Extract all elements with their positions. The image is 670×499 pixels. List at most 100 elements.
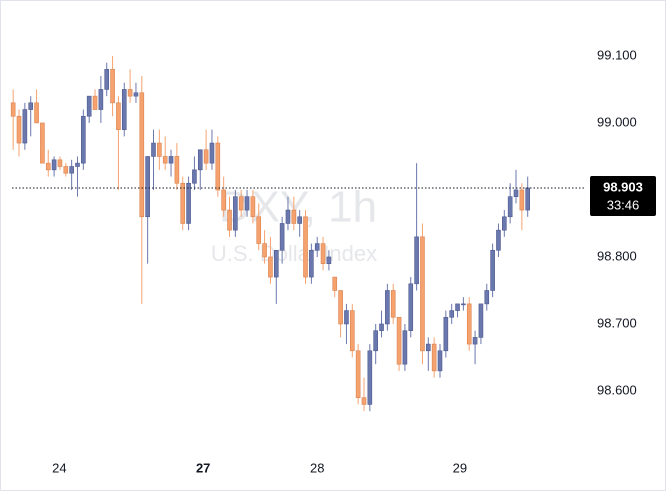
candle-body [455, 303, 460, 311]
candle-body [22, 109, 28, 144]
y-tick-label: 98.800 [597, 248, 637, 263]
candle-body [390, 290, 396, 318]
candle-body [332, 276, 338, 291]
candle-body [197, 149, 203, 171]
candle-body [291, 209, 297, 224]
candle-body [238, 196, 244, 211]
candle-body [484, 290, 490, 305]
candle-body [81, 115, 86, 164]
candle-body [157, 142, 162, 157]
candle-body [490, 249, 495, 291]
candle-body [513, 189, 519, 197]
candle-body [121, 89, 127, 130]
candle-body [86, 95, 92, 117]
candle-body [268, 256, 273, 278]
candle-body [297, 216, 302, 224]
candle-body [40, 122, 45, 164]
candle-body [420, 236, 425, 352]
candle-body [57, 159, 63, 167]
candle-body [75, 162, 80, 167]
candle-body [449, 310, 454, 318]
candle-body [402, 330, 408, 365]
candle-body [192, 169, 197, 184]
candle-body [472, 337, 478, 345]
candle-body [262, 243, 267, 258]
x-tick-label: 27 [196, 460, 210, 475]
candle-body [396, 316, 402, 365]
candle-body [10, 102, 16, 117]
candle-body [203, 149, 209, 164]
watermark-subtitle: U.S. Dollar Index [211, 241, 377, 266]
candle-body [361, 397, 367, 405]
candle-body [507, 196, 513, 218]
y-tick-label: 98.600 [597, 382, 637, 397]
candle-body [116, 102, 121, 130]
candle-body [285, 209, 291, 224]
candle-body [151, 142, 156, 157]
candle-body [426, 343, 431, 352]
candle-body [227, 209, 232, 231]
candle-body [385, 290, 390, 325]
candle-body [215, 142, 221, 191]
candle-body [209, 142, 215, 164]
candle-body [338, 290, 343, 325]
candle-body [314, 243, 320, 251]
candle-body [309, 249, 314, 278]
candle-body [250, 196, 256, 218]
price-badge [590, 175, 656, 216]
candle-body [244, 196, 250, 211]
candle-body [502, 216, 507, 231]
candle-body [221, 189, 226, 211]
candle-body [408, 283, 414, 331]
candle-body [256, 216, 262, 244]
x-tick-label: 29 [453, 460, 467, 475]
candle-body [92, 95, 98, 110]
candle-body [69, 166, 74, 174]
candle-body [478, 303, 484, 338]
candle-body [133, 92, 139, 97]
candle-body [519, 189, 525, 211]
x-tick-label: 24 [52, 460, 66, 475]
candle-body [104, 69, 110, 90]
candle-body [414, 236, 419, 285]
candle-body [174, 156, 180, 184]
last-price-label: 98.903 [603, 179, 643, 194]
candle-body [180, 182, 186, 224]
candle-body [98, 89, 104, 110]
candle-body [344, 310, 349, 325]
candle-body [349, 310, 355, 352]
candle-body [326, 256, 332, 264]
candle-body [45, 162, 51, 171]
candle-body [320, 243, 326, 264]
candle-body [273, 249, 279, 278]
candle-body [186, 182, 191, 224]
y-tick-label: 99.100 [597, 47, 637, 62]
y-tick-label: 99.000 [597, 114, 637, 129]
candle-body [145, 156, 150, 218]
candle-body [443, 316, 449, 352]
y-tick-label: 98.700 [597, 315, 637, 330]
candle-body [496, 229, 501, 251]
candle-body [437, 350, 443, 372]
countdown: 33:46 [607, 197, 640, 212]
candle-body [139, 92, 145, 218]
candle-body [373, 330, 378, 352]
candle-body [525, 187, 531, 211]
candle-body [28, 102, 34, 110]
candle-body [233, 196, 238, 231]
x-tick-label: 28 [310, 460, 324, 475]
candle-body [51, 159, 57, 171]
candle-body [303, 216, 308, 278]
candle-body [168, 156, 174, 164]
candle-body [355, 350, 361, 399]
candle-body [466, 303, 472, 345]
candle-body [162, 156, 168, 164]
candle-body [461, 303, 466, 306]
candle-body [34, 102, 39, 124]
candle-body [110, 69, 115, 104]
candle-body [367, 350, 373, 405]
candle-body [127, 89, 133, 97]
candle-body [279, 223, 285, 251]
candle-body [16, 115, 22, 144]
